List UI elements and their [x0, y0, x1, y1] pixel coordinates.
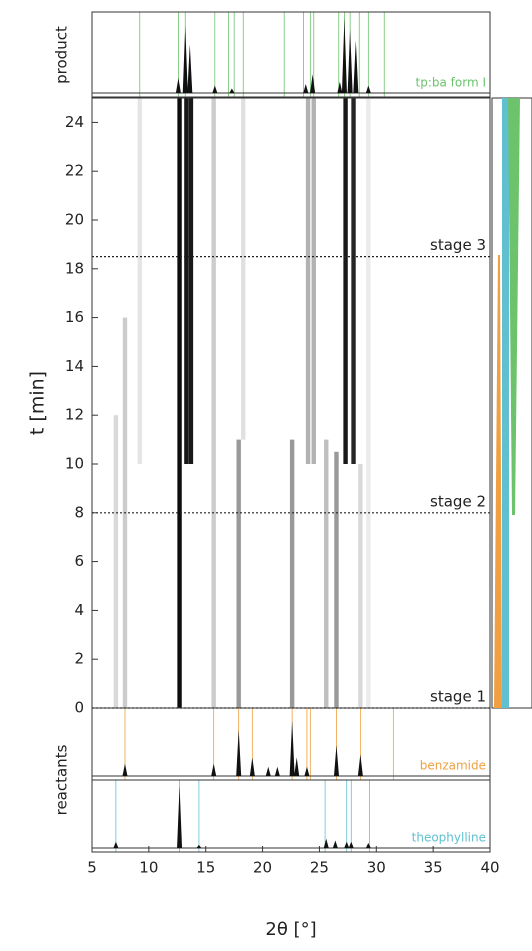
- streak: [137, 98, 142, 464]
- theophylline-fraction: [502, 98, 509, 708]
- streak: [324, 439, 329, 708]
- peak: [289, 720, 295, 776]
- peak: [347, 29, 353, 93]
- y-tick-label: 16: [65, 308, 84, 326]
- peak: [332, 840, 338, 848]
- peak: [274, 766, 280, 776]
- panel-frame: [91, 11, 491, 98]
- peak: [177, 786, 183, 848]
- peak: [365, 843, 371, 848]
- streak: [305, 98, 311, 464]
- y-tick-label: 24: [65, 113, 84, 131]
- peak: [323, 838, 329, 848]
- streak: [334, 451, 339, 708]
- peak: [357, 754, 363, 776]
- y-tick-label: 6: [74, 552, 84, 570]
- x-tick-label: 10: [139, 859, 158, 877]
- peak: [348, 841, 354, 848]
- streak: [236, 439, 241, 708]
- stage-label: stage 3: [430, 236, 486, 254]
- y-tick-label: 20: [65, 211, 84, 229]
- y-axis-label: t [min]: [27, 371, 49, 435]
- peak: [175, 78, 181, 93]
- x-tick-label: 40: [480, 859, 499, 877]
- peak: [182, 25, 188, 93]
- y-tick-label: 0: [74, 699, 84, 717]
- x-tick-label: 30: [367, 859, 386, 877]
- y-tick-label: 8: [74, 503, 84, 521]
- product-label: product: [53, 26, 71, 84]
- peak: [333, 745, 339, 776]
- streak: [241, 98, 246, 440]
- peak: [113, 841, 119, 848]
- peak: [211, 763, 217, 776]
- x-tick-label: 5: [87, 859, 97, 877]
- reactants-label: reactants: [53, 744, 71, 815]
- pattern-name: theophylline: [412, 831, 486, 845]
- peak: [365, 85, 371, 93]
- peak: [294, 757, 300, 776]
- streak: [211, 98, 216, 708]
- streak: [184, 98, 189, 464]
- pattern-name: tp:ba form I: [416, 76, 486, 90]
- streak: [188, 98, 194, 464]
- streak: [311, 98, 316, 464]
- y-tick-label: 22: [65, 162, 84, 180]
- y-tick-label: 12: [65, 406, 84, 424]
- streak: [343, 98, 348, 464]
- y-tick-label: 2: [74, 650, 84, 668]
- peak: [304, 766, 310, 776]
- streak: [358, 464, 363, 708]
- x-tick-label: 35: [424, 859, 443, 877]
- plot-frame: [91, 97, 491, 709]
- x-tick-label: 20: [253, 859, 272, 877]
- peak: [187, 44, 193, 93]
- panel-frame: [91, 779, 491, 853]
- peak: [122, 763, 128, 776]
- peak: [265, 766, 271, 776]
- peak: [236, 729, 242, 776]
- pattern-name: benzamide: [420, 759, 486, 773]
- y-tick-label: 10: [65, 455, 84, 473]
- streak: [289, 439, 295, 708]
- benzamide-fraction: [494, 255, 502, 708]
- peak: [229, 88, 235, 93]
- streak: [177, 98, 182, 708]
- peak: [249, 757, 255, 776]
- streak: [366, 98, 371, 708]
- peak: [196, 844, 202, 848]
- streak: [113, 415, 119, 708]
- peak: [212, 85, 218, 93]
- stage-label: stage 2: [430, 492, 486, 510]
- stage-label: stage 1: [430, 688, 486, 706]
- y-tick-label: 18: [65, 259, 84, 277]
- x-tick-label: 15: [196, 859, 215, 877]
- peak: [337, 81, 343, 93]
- peak: [310, 74, 316, 93]
- peak: [303, 84, 309, 93]
- product-fraction: [508, 98, 520, 515]
- x-tick-label: 25: [310, 859, 329, 877]
- y-tick-label: 14: [65, 357, 84, 375]
- peak: [341, 18, 347, 93]
- x-axis-label: 2θ [°]: [265, 919, 316, 940]
- y-tick-label: 4: [74, 601, 84, 619]
- peak: [353, 40, 359, 93]
- streak: [351, 98, 356, 464]
- peak: [344, 841, 350, 848]
